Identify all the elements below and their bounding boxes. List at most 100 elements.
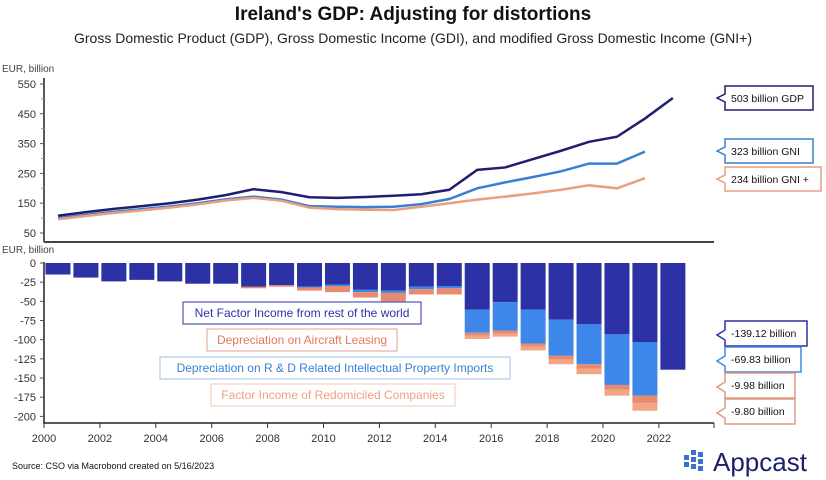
bar-net-factor-income (492, 263, 518, 303)
bar-redomiciled-income (604, 389, 630, 396)
y-tick-label: -200 (14, 411, 36, 423)
bar-aircraft-depreciation (436, 288, 462, 295)
x-tick-label: 2014 (423, 433, 447, 445)
bar-net-factor-income (45, 263, 71, 275)
bar-aircraft-depreciation (241, 286, 267, 289)
x-tick-label: 2016 (479, 433, 503, 445)
value-callout-gni (715, 138, 814, 164)
y-tick-label: 250 (18, 168, 36, 180)
bar-redomiciled-income (464, 335, 490, 339)
y-tick-label: 150 (18, 198, 36, 210)
bar-rd-depreciation (576, 324, 602, 365)
y-axis-label-top: EUR, billion (2, 64, 54, 75)
value-label: -69.83 billion (731, 354, 791, 366)
bar-rd-depreciation (604, 334, 630, 385)
bar-aircraft-depreciation (632, 395, 658, 404)
value-callout-gdp (715, 85, 814, 111)
y-tick-label: -25 (20, 277, 36, 289)
bar-aircraft-depreciation (576, 364, 602, 369)
value-callout (715, 320, 808, 347)
appcast-logo: Appcast (683, 448, 807, 476)
appcast-grid-icon (684, 450, 703, 471)
y-tick-label: -100 (14, 335, 36, 347)
bar-net-factor-income (464, 263, 490, 310)
bar-net-factor-income (660, 263, 686, 370)
legend-item: Depreciation on R & D Related Intellectu… (177, 361, 494, 375)
bar-rd-depreciation (408, 286, 434, 290)
bar-rd-depreciation (492, 302, 518, 331)
bar-aircraft-depreciation (408, 289, 434, 295)
chart-subtitle: Gross Domestic Product (GDP), Gross Dome… (73, 30, 752, 46)
value-label-gnistar: 234 billion GNI + (731, 174, 809, 186)
legend-box (206, 328, 398, 352)
x-tick-label: 2004 (144, 433, 168, 445)
legend-box (210, 383, 456, 407)
chart-title: Ireland's GDP: Adjusting for distortions (234, 4, 592, 25)
bar-net-factor-income (101, 263, 127, 282)
bar-rd-depreciation (297, 286, 323, 288)
legend-item: Net Factor Income from rest of the world (195, 306, 410, 320)
x-tick-label: 2012 (367, 433, 391, 445)
bar-rd-depreciation (380, 290, 406, 293)
bar-rd-depreciation (548, 319, 574, 356)
bar-redomiciled-income (492, 333, 518, 337)
x-tick-label: 2002 (88, 433, 112, 445)
bar-aircraft-depreciation (352, 292, 378, 298)
y-axis-label-bottom: EUR, billion (2, 245, 54, 256)
x-tick-label: 2008 (255, 433, 279, 445)
line-gni (57, 150, 646, 220)
bar-net-factor-income (213, 263, 239, 284)
legend-box (159, 356, 511, 380)
bar-redomiciled-income (548, 359, 574, 365)
x-tick-label: 2006 (199, 433, 223, 445)
bar-rd-depreciation (464, 309, 490, 333)
bar-net-factor-income (604, 263, 630, 335)
appcast-logo-text: Appcast (713, 447, 807, 477)
x-tick-label: 2010 (311, 433, 335, 445)
bar-net-factor-income (380, 263, 406, 291)
bar-net-factor-income (297, 263, 323, 287)
bar-aircraft-depreciation (520, 343, 546, 347)
y-tick-label: -125 (14, 354, 36, 366)
bar-redomiciled-income (576, 368, 602, 375)
bar-aircraft-depreciation (380, 292, 406, 302)
bar-aircraft-depreciation (269, 285, 295, 287)
legend-item: Depreciation on Aircraft Leasing (217, 333, 387, 347)
legend-box (182, 301, 422, 325)
bar-rd-depreciation (632, 342, 658, 396)
bar-net-factor-income (576, 263, 602, 325)
bar-redomiciled-income (632, 403, 658, 411)
y-tick-label: 50 (24, 228, 36, 240)
bar-net-factor-income (241, 263, 267, 287)
bar-aircraft-depreciation (604, 384, 630, 390)
y-tick-label: -50 (20, 296, 36, 308)
y-tick-label: 550 (18, 79, 36, 91)
value-label-gni: 323 billion GNI (731, 146, 800, 158)
source-note: Source: CSO via Macrobond created on 5/1… (12, 461, 215, 471)
bar-net-factor-income (129, 263, 155, 280)
bar-net-factor-income (73, 263, 99, 278)
bar-net-factor-income (352, 263, 378, 290)
bar-rd-depreciation (352, 289, 378, 293)
value-callout (715, 372, 796, 399)
bar-aircraft-depreciation (324, 286, 350, 293)
bar-net-factor-income (632, 263, 658, 343)
bar-redomiciled-income (520, 346, 546, 351)
bar-net-factor-income (520, 263, 546, 310)
bar-rd-depreciation (520, 309, 546, 344)
value-label: -139.12 billion (731, 328, 797, 340)
bar-rd-depreciation (324, 284, 350, 287)
value-label: -9.98 billion (731, 380, 785, 392)
bar-aircraft-depreciation (464, 332, 490, 336)
y-tick-label: -75 (20, 316, 36, 328)
y-tick-label: -175 (14, 392, 36, 404)
value-callout-gnistar (715, 166, 822, 192)
y-tick-label: 350 (18, 139, 36, 151)
value-callout (715, 398, 796, 425)
bar-net-factor-income (185, 263, 211, 284)
bar-net-factor-income (157, 263, 183, 282)
x-tick-label: 2022 (647, 433, 671, 445)
bar-net-factor-income (269, 263, 295, 286)
